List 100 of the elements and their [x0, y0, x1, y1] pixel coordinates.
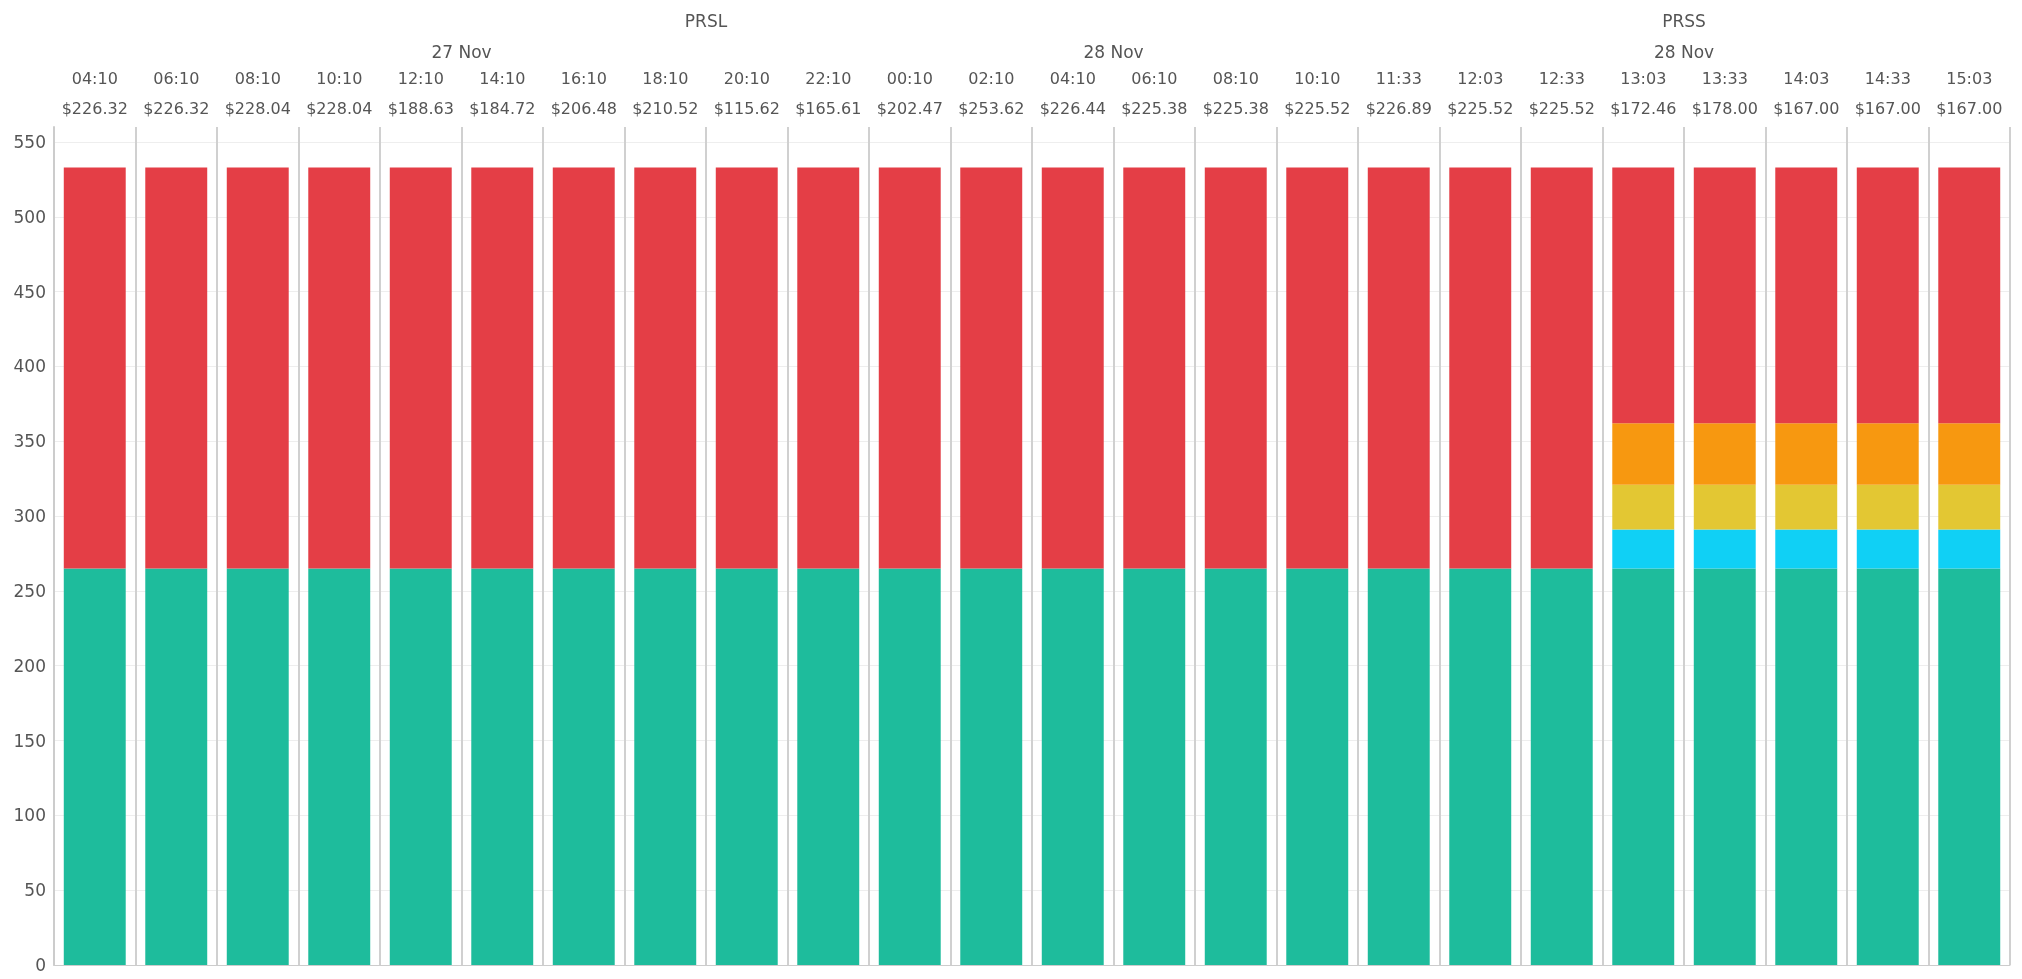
x-tick-label: 14:33 $167.00: [1854, 68, 1921, 118]
text: PRSS: [1662, 11, 1706, 31]
x-tick-label: 11:33 $226.89: [1365, 68, 1432, 118]
bar: [1938, 167, 2001, 424]
bar: [552, 167, 615, 569]
bar: [797, 167, 860, 569]
bar: [634, 568, 697, 965]
bar: [226, 568, 289, 965]
x-tick-label: 12:33 $225.52: [1528, 68, 1595, 118]
bar: [552, 568, 615, 965]
bar: [145, 167, 208, 569]
bar: [1204, 167, 1267, 569]
bar: [797, 568, 860, 965]
bar: [471, 167, 534, 569]
x-tick-label: 14:10 $184.72: [469, 68, 536, 118]
bar: [1367, 167, 1430, 569]
bar: [1775, 423, 1838, 485]
y-tick-label: 250: [13, 580, 46, 601]
bar: [960, 568, 1023, 965]
y-tick-label: 100: [13, 805, 46, 826]
y-tick-label: 400: [13, 356, 46, 377]
bar: [1367, 568, 1430, 965]
bar: [1775, 568, 1838, 965]
y-tick-label: 50: [24, 880, 46, 901]
bar: [1775, 484, 1838, 530]
text: PRSL: [684, 11, 728, 31]
bar: [1612, 423, 1675, 485]
bar: [308, 167, 371, 569]
bar: [878, 568, 941, 965]
bar: [1938, 568, 2001, 965]
x-tick-label: 22:10 $165.61: [795, 68, 862, 118]
x-tick-label: 13:03 $172.46: [1610, 68, 1677, 118]
x-tick-label: 08:10 $228.04: [224, 68, 291, 118]
bar: [1775, 529, 1838, 569]
text: 28 Nov: [1653, 42, 1715, 62]
bar: [1693, 568, 1756, 965]
x-tick-label: 08:10 $225.38: [1202, 68, 1269, 118]
y-tick-label: 300: [13, 506, 46, 527]
bar: [715, 568, 778, 965]
y-tick-label: 150: [13, 730, 46, 751]
x-tick-label: 10:10 $228.04: [306, 68, 373, 118]
x-tick-label: 20:10 $115.62: [713, 68, 780, 118]
bar: [715, 167, 778, 569]
bar: [960, 167, 1023, 569]
bar: [1612, 568, 1675, 965]
x-tick-label: 06:10 $225.38: [1121, 68, 1188, 118]
y-tick-label: 350: [13, 431, 46, 452]
bar: [389, 167, 452, 569]
bar: [389, 568, 452, 965]
bar: [1856, 529, 1919, 569]
bar: [63, 568, 126, 965]
x-tick-label: 00:10 $202.47: [876, 68, 943, 118]
bar: [878, 167, 941, 569]
x-tick-label: 13:33 $178.00: [1691, 68, 1758, 118]
y-tick-label: 500: [13, 206, 46, 227]
x-tick-label: 12:03 $225.52: [1447, 68, 1514, 118]
bar: [1612, 167, 1675, 424]
bar: [1286, 568, 1349, 965]
x-tick-label: 04:10 $226.32: [61, 68, 128, 118]
bar: [1123, 167, 1186, 569]
x-tick-label: 15:03 $167.00: [1936, 68, 2003, 118]
x-tick-label: 04:10 $226.44: [1039, 68, 1106, 118]
bar: [226, 167, 289, 569]
y-tick-label: 450: [13, 281, 46, 302]
bar: [1449, 167, 1512, 569]
y-tick-label: 0: [35, 955, 46, 975]
text: 28 Nov: [1083, 42, 1144, 62]
text: 27 Nov: [431, 42, 492, 62]
bar: [1693, 529, 1756, 569]
bar: [1693, 484, 1756, 530]
bar: [1530, 167, 1593, 569]
bar: [1286, 167, 1349, 569]
bar: [634, 167, 697, 569]
bar: [1693, 167, 1756, 424]
bar: [1123, 568, 1186, 965]
bar: [1612, 529, 1675, 569]
bar: [1041, 568, 1104, 965]
bar: [1612, 484, 1675, 530]
x-tick-label: 10:10 $225.52: [1284, 68, 1351, 118]
bar: [1938, 529, 2001, 569]
bar: [308, 568, 371, 965]
bar: [471, 568, 534, 965]
x-tick-label: 16:10 $206.48: [550, 68, 617, 118]
bar: [1938, 423, 2001, 485]
x-tick-label: 12:10 $188.63: [387, 68, 454, 118]
bar: [1041, 167, 1104, 569]
y-tick-label: 200: [13, 655, 46, 676]
bar: [1204, 568, 1267, 965]
y-tick-label: 550: [13, 131, 46, 152]
bar: [1856, 568, 1919, 965]
x-tick-label: 18:10 $210.52: [632, 68, 699, 118]
bar: [145, 568, 208, 965]
x-tick-label: 02:10 $253.62: [958, 68, 1025, 118]
bar: [1775, 167, 1838, 424]
bar: [1693, 423, 1756, 485]
x-tick-label: 06:10 $226.32: [143, 68, 210, 118]
bar: [1530, 568, 1593, 965]
bar: [1938, 484, 2001, 530]
bar: [63, 167, 126, 569]
bar: [1449, 568, 1512, 965]
